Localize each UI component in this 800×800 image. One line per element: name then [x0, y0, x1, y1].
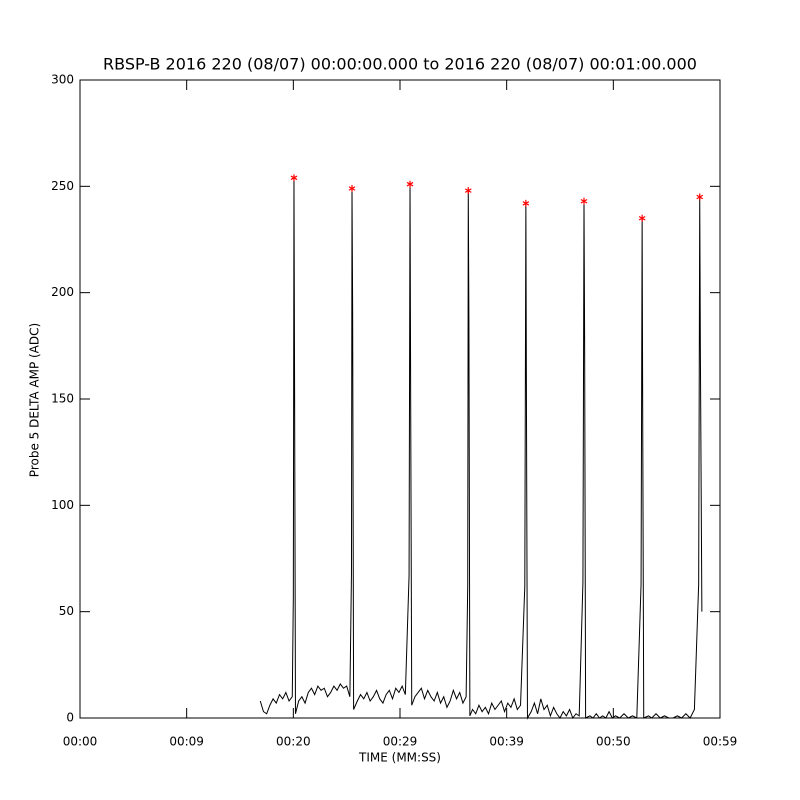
x-tick-label: 00:00	[63, 735, 98, 749]
peak-marker	[638, 214, 646, 222]
y-tick-label: 300	[51, 73, 74, 87]
marker-stroke	[580, 198, 588, 204]
marker-stroke	[522, 201, 530, 206]
marker-stroke	[406, 181, 414, 187]
y-tick-label: 50	[59, 604, 74, 618]
y-tick-label: 150	[51, 392, 74, 406]
y-tick-label: 0	[66, 711, 74, 725]
x-tick-label: 00:29	[383, 735, 418, 749]
chart-title: RBSP-B 2016 220 (08/07) 00:00:00.000 to …	[103, 55, 697, 74]
marker-stroke	[290, 175, 298, 181]
peak-marker	[464, 187, 472, 195]
y-tick-label: 100	[51, 498, 74, 512]
y-tick-label: 200	[51, 285, 74, 299]
marker-stroke	[696, 194, 704, 200]
peak-marker	[406, 180, 414, 188]
x-tick-label: 00:50	[596, 735, 631, 749]
y-tick-label: 250	[51, 179, 74, 193]
plot-frame	[79, 79, 721, 719]
peak-marker	[348, 184, 356, 192]
marker-stroke	[464, 188, 472, 193]
y-axis-title: Probe 5 DELTA AMP (ADC)	[28, 323, 42, 477]
marker-stroke	[348, 186, 356, 191]
marker-stroke	[638, 215, 646, 221]
x-axis-title: TIME (MM:SS)	[358, 751, 441, 765]
x-tick-label: 00:59	[703, 735, 738, 749]
data-line	[259, 177, 703, 720]
peak-marker	[290, 174, 298, 182]
x-tick-label: 00:20	[276, 735, 311, 749]
peak-marker	[696, 193, 704, 201]
x-tick-label: 00:39	[489, 735, 524, 749]
peak-marker	[580, 197, 588, 205]
peak-marker	[522, 199, 530, 207]
x-tick-label: 00:09	[169, 735, 204, 749]
